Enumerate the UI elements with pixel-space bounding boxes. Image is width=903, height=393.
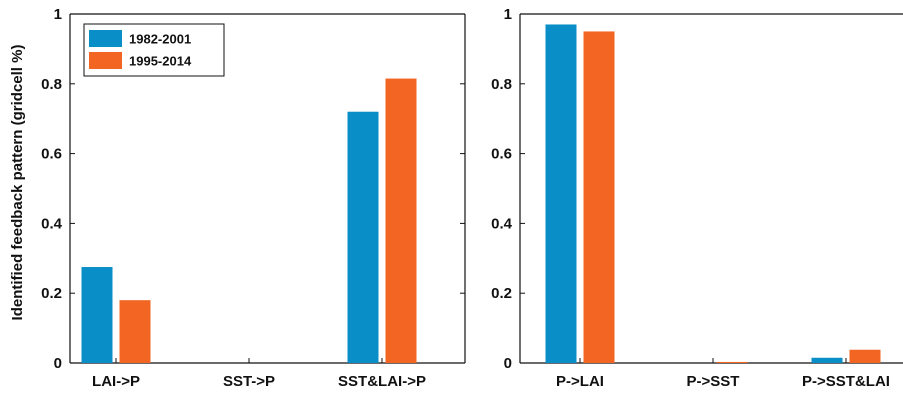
legend-label: 1982-2001 [129,32,191,47]
x-tick-label: LAI->P [92,373,140,390]
y-tick-label: 0 [54,355,62,372]
bar-orange [385,78,417,363]
bar-orange [119,300,151,363]
y-tick-label: 0 [504,355,512,372]
bar-blue [81,267,113,363]
legend-swatch [89,30,122,47]
legend-label: 1995-2014 [129,54,192,69]
x-tick-label: SST->P [223,373,275,390]
y-tick-label: 0.6 [41,146,62,163]
x-tick-label: P->SST&LAI [802,373,890,390]
y-tick-label: 0.4 [491,215,513,232]
y-tick-label: 1 [54,6,62,23]
right-chart-panel: 0 0.2 0.4 0.6 0.8 1 P->LAI P->SST P->SST&LAI [491,6,903,390]
y-tick-label: 0.2 [41,285,62,302]
bar-blue [545,24,577,363]
y-tick-label: 0.8 [41,76,62,93]
bar-orange [849,349,881,363]
bar-orange [716,361,748,363]
bar-blue [347,111,379,363]
y-tick-label: 0.6 [491,146,512,163]
left-chart-panel: 0 0.2 0.4 0.6 0.8 1 LAI->P SST->P SST&LAI->P Iden… [9,6,466,390]
bar-blue [811,357,843,363]
y-tick-label: 1 [504,6,512,23]
x-tick-label: SST&LAI->P [338,373,426,390]
y-tick-label: 0.4 [41,215,63,232]
bar-orange [583,31,615,363]
x-tick-label: P->LAI [556,373,604,390]
y-axis-label: Identified feedback pattern (gridcell %) [9,45,26,321]
x-tick-label: P->SST [687,373,740,390]
legend-swatch [89,52,122,69]
y-tick-label: 0.8 [491,76,512,93]
y-tick-label: 0.2 [491,285,512,302]
